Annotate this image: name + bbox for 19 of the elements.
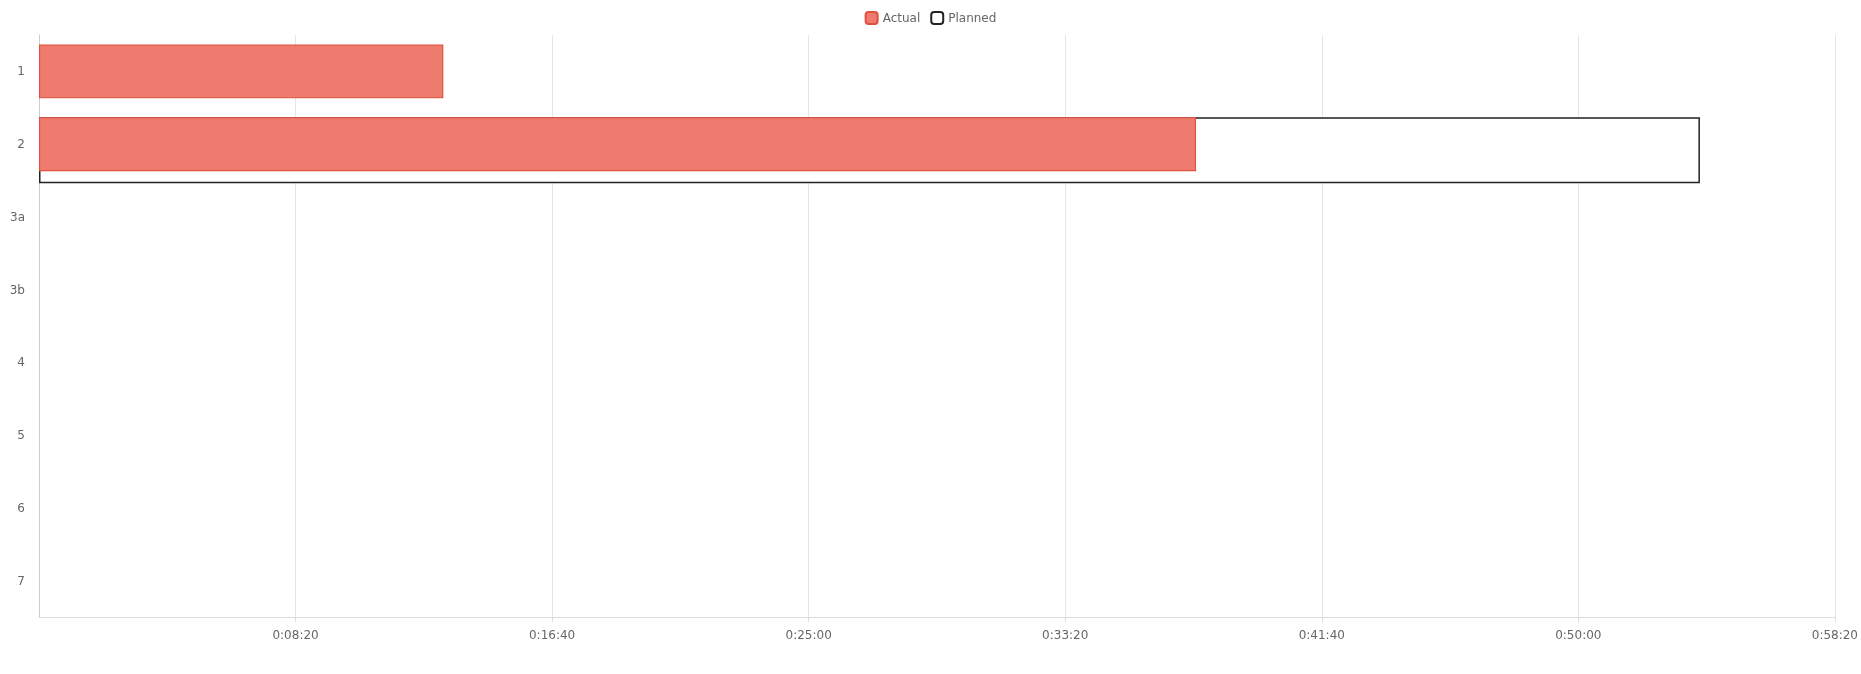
y-tick-label: 2: [17, 137, 25, 152]
bar: [39, 117, 1197, 172]
bar: [39, 44, 444, 99]
y-tick-label: 3a: [10, 209, 25, 224]
y-tick-label: 4: [17, 355, 25, 370]
y-tick-label: 3b: [9, 282, 25, 297]
x-tick-label: 0:50:00: [1555, 628, 1602, 642]
x-tick-label: 0:58:20: [1811, 628, 1858, 642]
x-tick-label: 0:41:40: [1298, 628, 1345, 642]
legend-label: Actual: [882, 11, 921, 25]
x-tick-label: 0:16:40: [528, 628, 576, 642]
x-tick-label: 0:25:00: [785, 628, 832, 642]
y-tick-label: 7: [17, 573, 25, 588]
y-tick-label: 1: [17, 64, 25, 79]
x-tick-label: 0:08:20: [272, 628, 319, 642]
x-tick-label: 0:33:20: [1042, 628, 1089, 642]
legend-label: Planned: [948, 11, 997, 25]
y-tick-label: 5: [17, 428, 25, 443]
y-tick-label: 6: [17, 500, 25, 515]
